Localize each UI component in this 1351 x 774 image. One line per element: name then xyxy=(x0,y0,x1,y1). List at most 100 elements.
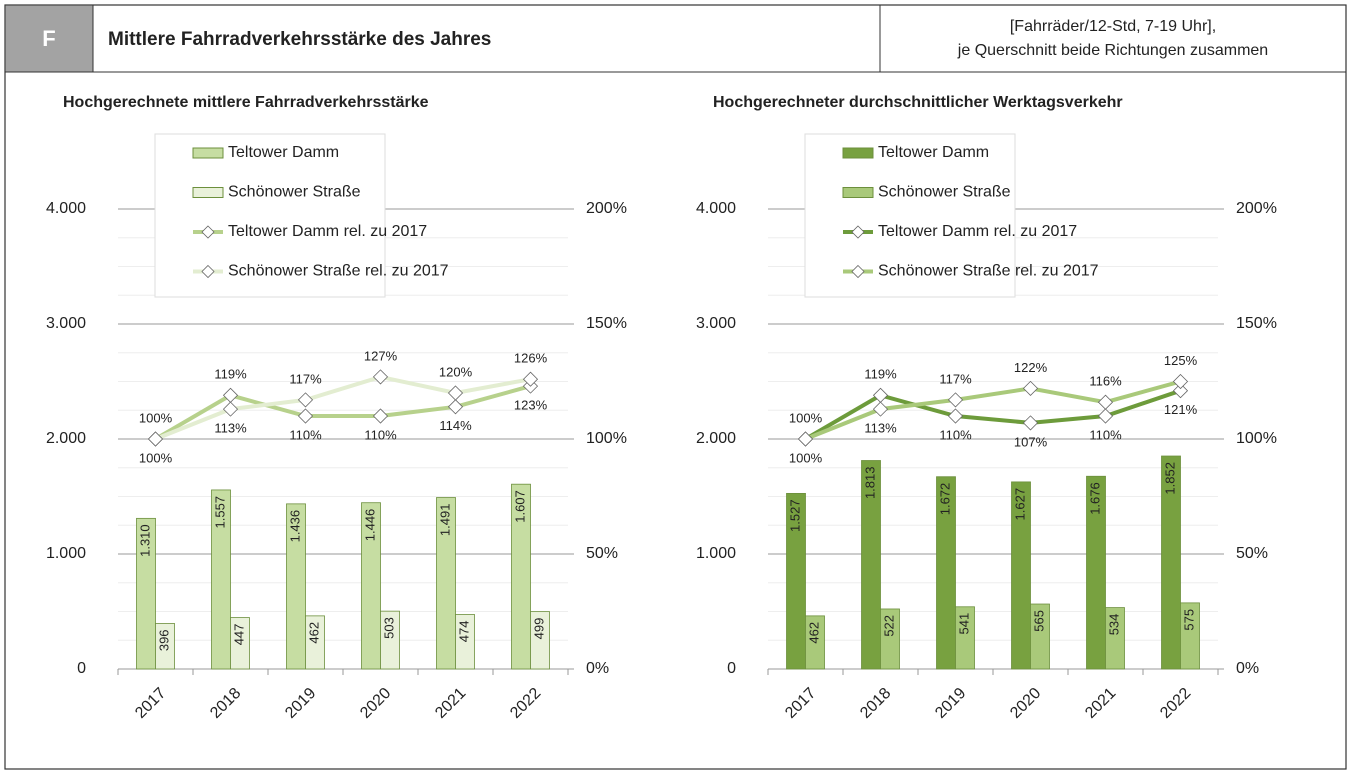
line-label: 119% xyxy=(214,367,247,382)
marker xyxy=(797,431,814,447)
line-label: 121% xyxy=(1164,402,1198,417)
marker xyxy=(372,408,389,424)
units: je Querschnitt beide Richtungen zusammen xyxy=(957,42,1268,59)
marker xyxy=(147,431,164,447)
line xyxy=(804,379,1182,441)
bar xyxy=(511,483,531,670)
marker xyxy=(872,401,889,417)
bar xyxy=(286,503,306,670)
bar xyxy=(361,502,381,670)
legend-label: Teltower Damm xyxy=(878,144,989,161)
bar-label: 1.527 xyxy=(787,499,802,532)
legend-label: Schönower Straße rel. zu 2017 xyxy=(228,263,449,280)
line xyxy=(804,388,1182,441)
bar-label: 474 xyxy=(456,620,471,642)
y-tick-label: 1.000 xyxy=(46,545,86,562)
bar xyxy=(1086,475,1106,670)
marker xyxy=(522,371,539,387)
header-title: Mittlere Fahrradverkehrsstärke des Jahre… xyxy=(108,29,491,50)
line-label: 107% xyxy=(1014,434,1048,449)
line-label: 117% xyxy=(939,371,972,386)
y-tick-label: 0 xyxy=(77,660,86,677)
line-label: 110% xyxy=(1089,427,1122,442)
legend-box xyxy=(804,133,1016,298)
bar xyxy=(530,611,550,670)
marker xyxy=(447,385,464,401)
line-label: 100% xyxy=(139,410,173,425)
legend-label: Schönower Straße xyxy=(228,184,361,201)
y-tick-label: 0 xyxy=(727,660,736,677)
bar xyxy=(1161,455,1181,670)
letter: F xyxy=(42,26,55,51)
bar-label: 565 xyxy=(1031,610,1046,632)
y2-tick-label: 200% xyxy=(1236,200,1277,217)
letter-box xyxy=(4,4,94,73)
line-label: 100% xyxy=(789,410,823,425)
bar xyxy=(955,606,975,670)
legend-label: Schönower Straße rel. zu 2017 xyxy=(878,263,1099,280)
bar xyxy=(1180,602,1200,670)
bar-label: 1.813 xyxy=(862,467,877,500)
line-label: 114% xyxy=(439,418,472,433)
y2-tick-label: 150% xyxy=(1236,315,1277,332)
bar-label: 1.310 xyxy=(137,524,152,557)
bar xyxy=(305,615,325,670)
bar-label: 396 xyxy=(156,629,171,651)
y2-tick-label: 100% xyxy=(586,430,627,447)
chart-title: Hochgerechnete mittlere Fahrradverkehrss… xyxy=(63,94,429,111)
bar-label: 503 xyxy=(381,617,396,639)
bar-label: 1.557 xyxy=(212,496,227,529)
line-label: 110% xyxy=(289,427,322,442)
legend-marker xyxy=(201,264,215,279)
legend-label: Teltower Damm rel. zu 2017 xyxy=(228,223,427,240)
bar xyxy=(786,492,806,670)
legend-swatch xyxy=(842,187,874,198)
frame xyxy=(4,4,1347,770)
legend-marker xyxy=(201,225,215,239)
legend-marker xyxy=(851,225,865,239)
legend-swatch xyxy=(192,187,224,198)
chart-title: Hochgerechneter durchschnittlicher Werkt… xyxy=(713,94,1123,111)
legend-swatch xyxy=(842,147,874,159)
line-label: 127% xyxy=(364,348,398,363)
bar xyxy=(230,617,250,670)
marker xyxy=(1172,373,1189,390)
y-tick-label: 1.000 xyxy=(696,545,736,562)
y-tick-label: 2.000 xyxy=(46,430,86,447)
marker xyxy=(947,408,964,424)
marker xyxy=(1022,380,1039,396)
line-label: 117% xyxy=(289,371,322,386)
units: [Fahrräder/12-Std, 7-19 Uhr], xyxy=(1010,18,1216,35)
bar xyxy=(880,608,900,670)
y2-tick-label: 200% xyxy=(586,200,627,217)
bar-label: 1.446 xyxy=(362,509,377,542)
line-label: 119% xyxy=(864,367,897,382)
bar xyxy=(805,615,825,670)
legend-label: Schönower Straße xyxy=(878,184,1011,201)
marker xyxy=(1022,415,1039,431)
bar-label: 575 xyxy=(1181,609,1196,631)
y2-tick-label: 50% xyxy=(586,545,618,562)
bar-label: 1.491 xyxy=(437,504,452,537)
bar xyxy=(380,610,400,670)
line xyxy=(154,374,531,441)
marker xyxy=(1097,408,1114,424)
bar xyxy=(155,623,175,670)
marker xyxy=(297,392,314,408)
line-label: 122% xyxy=(1014,360,1048,375)
bar-label: 1.607 xyxy=(512,490,527,523)
bar-label: 522 xyxy=(881,615,896,637)
marker xyxy=(1172,383,1189,399)
bar xyxy=(436,497,456,670)
bar-label: 1.436 xyxy=(287,510,302,543)
marker xyxy=(447,399,464,415)
bar xyxy=(1105,607,1125,670)
line-label: 100% xyxy=(789,450,823,465)
line-label: 110% xyxy=(364,427,397,442)
y2-tick-label: 0% xyxy=(1236,660,1259,677)
bar-label: 1.852 xyxy=(1162,462,1177,495)
bar-label: 462 xyxy=(306,622,321,644)
bar-label: 534 xyxy=(1106,614,1121,636)
bar-label: 1.627 xyxy=(1012,488,1027,521)
